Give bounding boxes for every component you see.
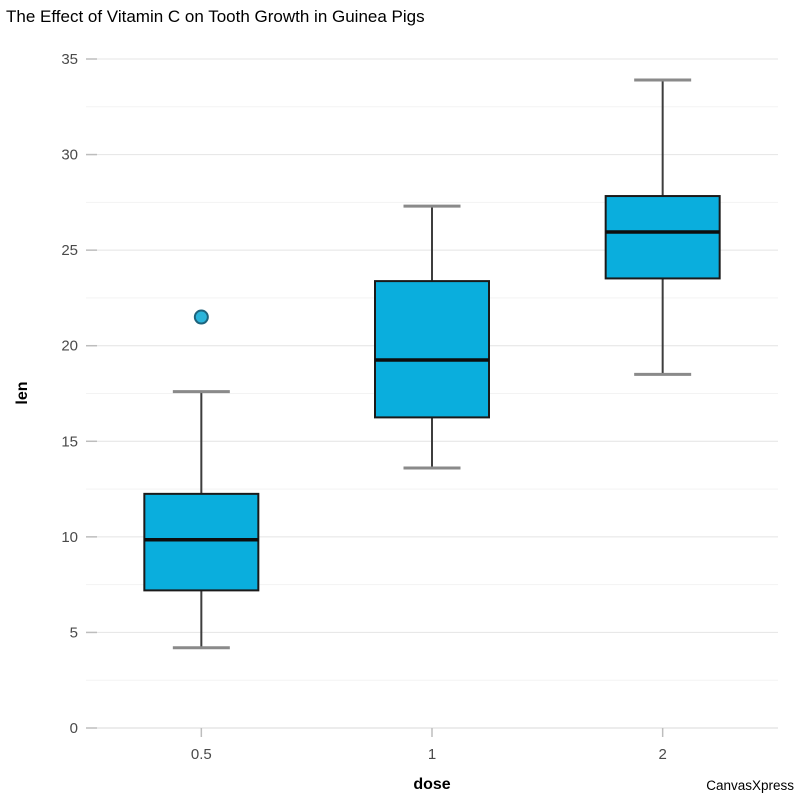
box-layer — [143, 78, 721, 650]
x-tick-label: 2 — [658, 746, 666, 763]
boxplot-group-2[interactable] — [604, 78, 721, 376]
y-tick-label: 5 — [70, 624, 78, 641]
y-tick-label: 10 — [61, 529, 78, 546]
y-tick-label: 25 — [61, 242, 78, 259]
iqr-box[interactable] — [604, 195, 721, 280]
y-tick-label: 30 — [61, 147, 78, 164]
y-tick-label: 20 — [61, 338, 78, 355]
y-tick-label: 0 — [70, 720, 78, 737]
x-axis-title: dose — [413, 776, 450, 793]
tick-layer: 0 5 10 15 20 25 30 35 0.5 1 2 — [61, 51, 667, 763]
x-tick-label: 1 — [428, 746, 436, 763]
x-tick-label: 0.5 — [191, 746, 212, 763]
y-tick-label: 15 — [61, 433, 78, 450]
y-axis-title: len — [14, 381, 31, 404]
boxplot-group-0.5[interactable] — [143, 309, 260, 650]
chart-title: The Effect of Vitamin C on Tooth Growth … — [6, 7, 425, 26]
boxplot-group-1[interactable] — [374, 204, 490, 470]
canvasxpress-watermark: CanvasXpress — [706, 778, 794, 793]
iqr-box[interactable] — [374, 280, 490, 419]
y-tick-label: 35 — [61, 51, 78, 68]
iqr-box[interactable] — [143, 492, 260, 592]
outlier-point[interactable] — [193, 309, 209, 325]
